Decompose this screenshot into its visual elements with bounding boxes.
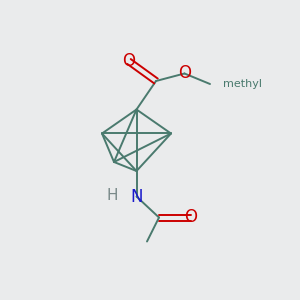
Text: O: O (178, 64, 191, 82)
Text: O: O (184, 208, 197, 226)
Text: methyl: methyl (224, 79, 262, 89)
Text: H: H (107, 188, 118, 202)
Text: O: O (122, 52, 136, 70)
Text: N: N (130, 188, 143, 206)
